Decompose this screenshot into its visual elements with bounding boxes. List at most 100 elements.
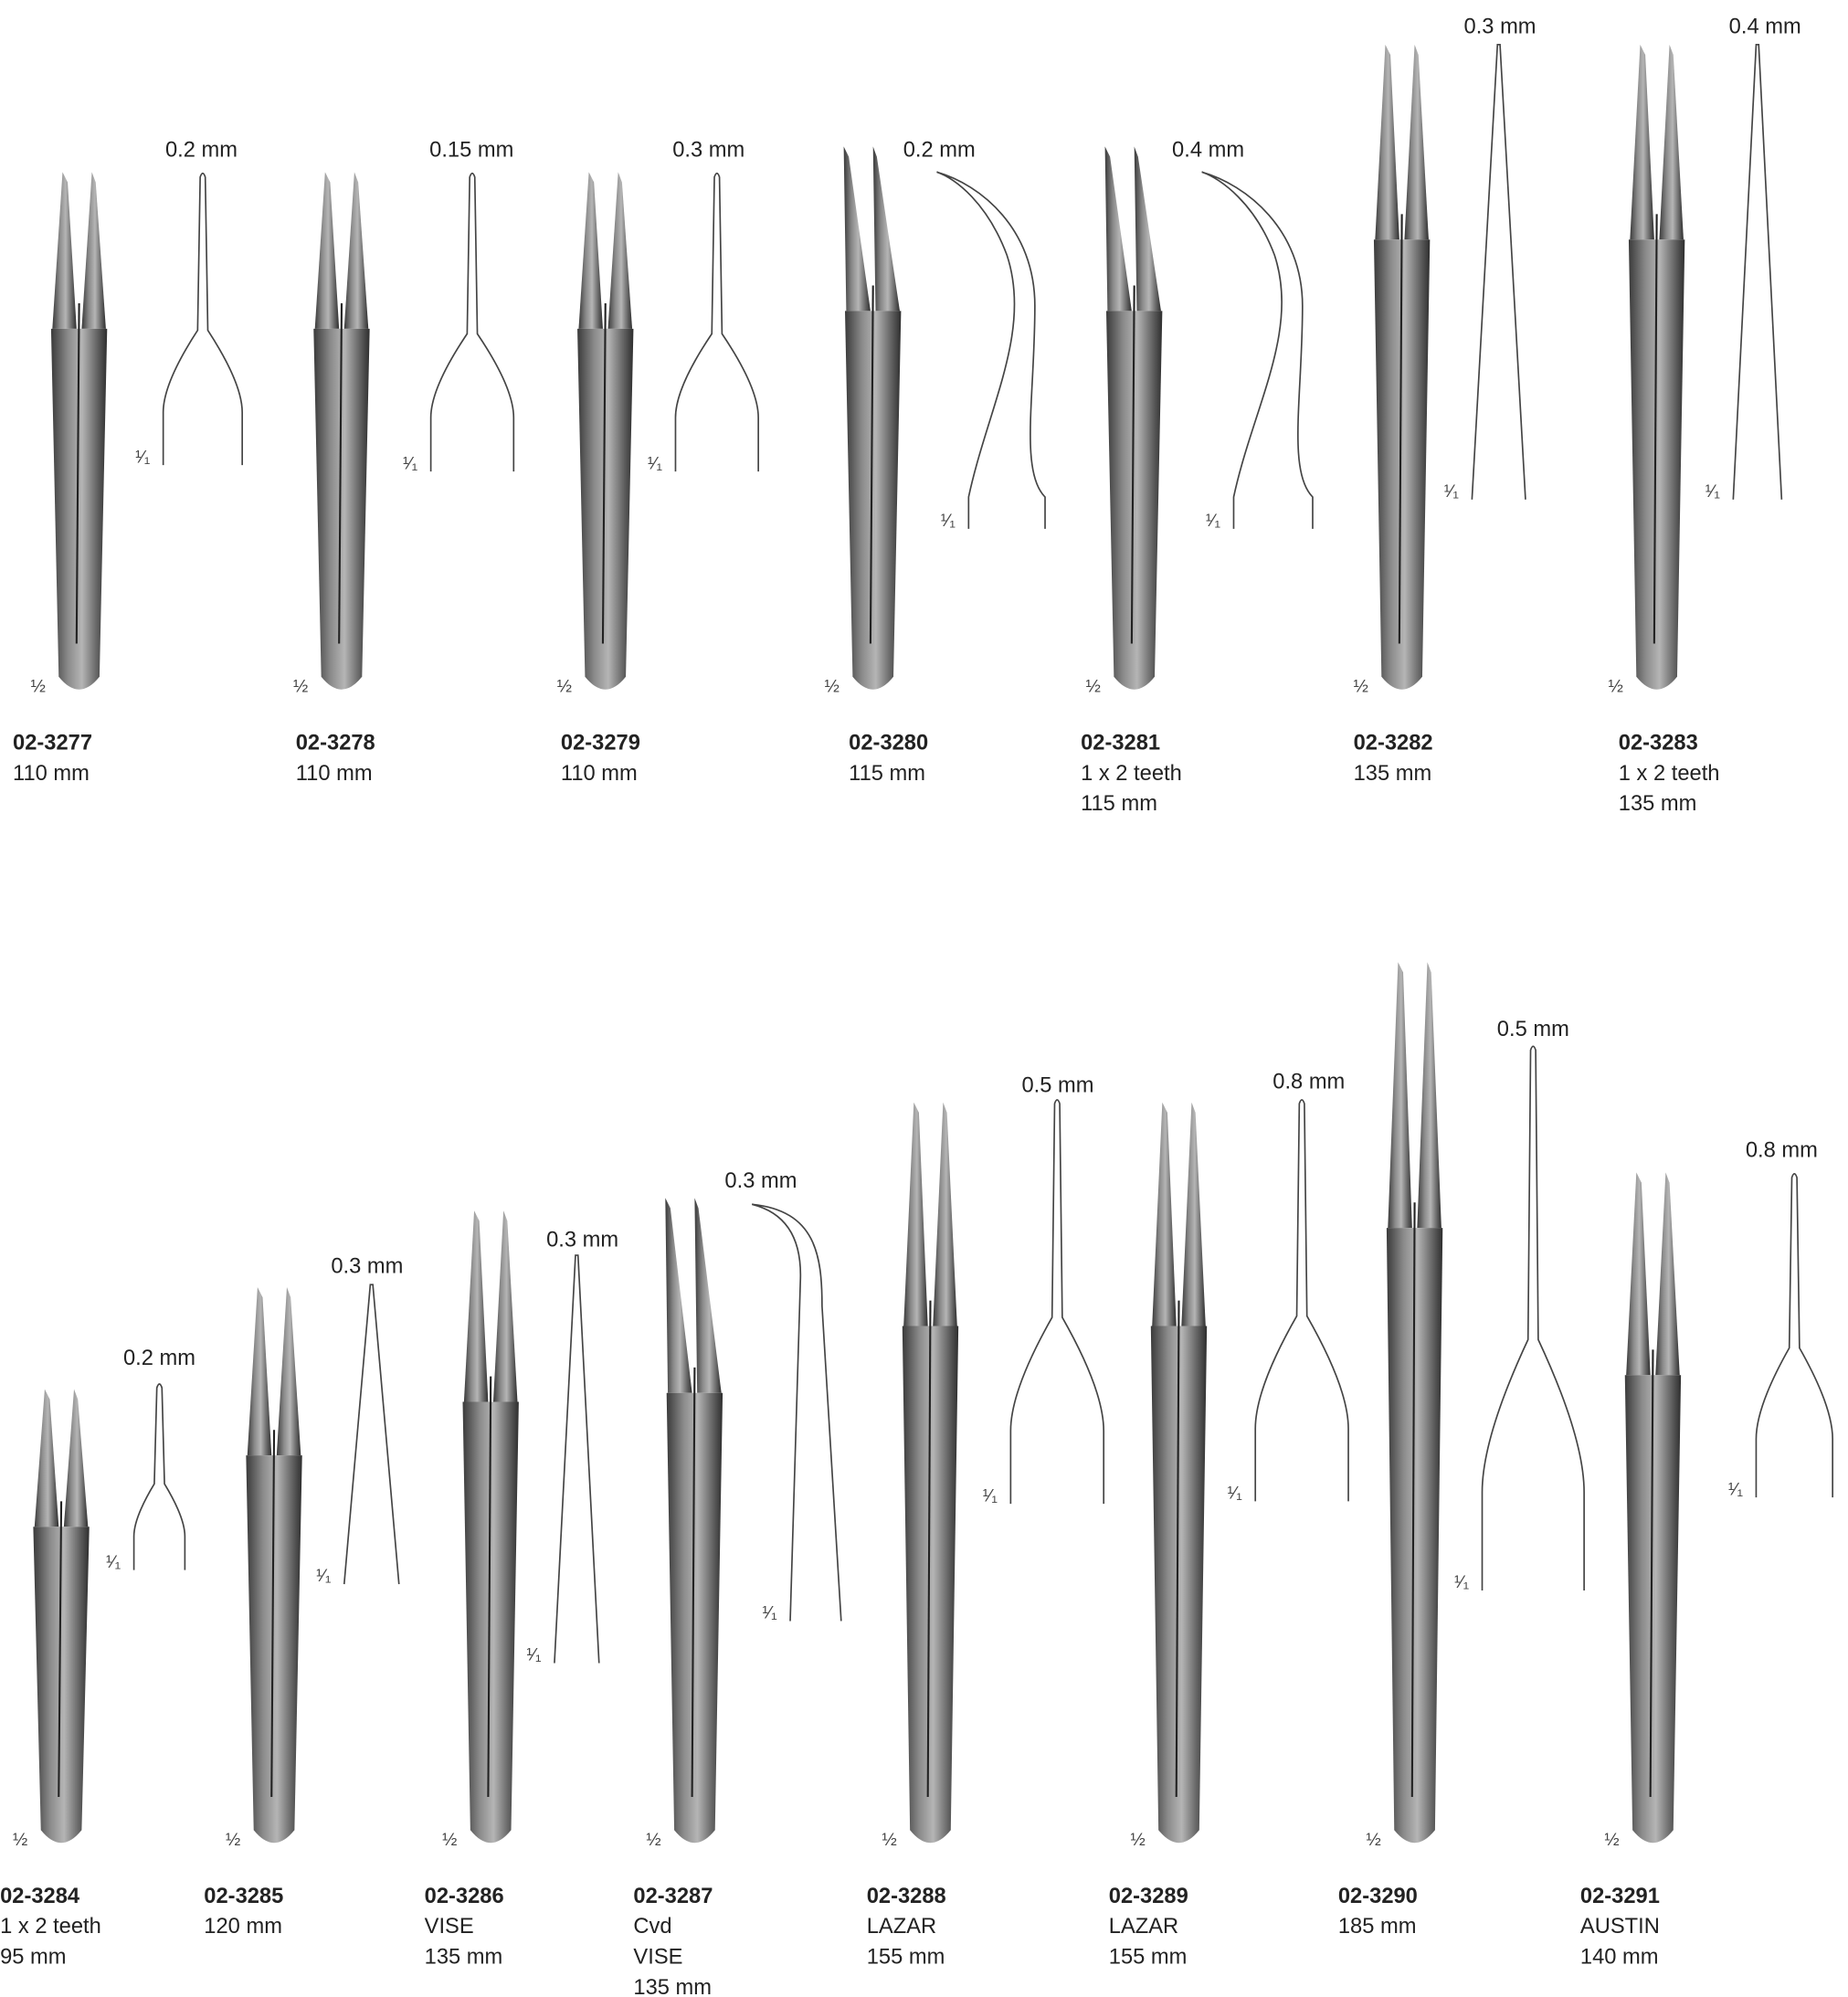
instrument-seam <box>1653 214 1658 644</box>
product-detail: 1 x 2 teeth <box>1081 762 1182 786</box>
product: 0.3 mm ½ ¹⁄₁ 02-3285 120 mm <box>204 1255 403 1939</box>
instrument-prong <box>607 172 633 329</box>
instrument-prong <box>872 146 900 312</box>
tip-outline <box>162 172 244 466</box>
product-code: 02-3281 <box>1081 731 1160 755</box>
tip-outline <box>1471 43 1526 500</box>
tip-outline <box>554 1254 600 1664</box>
instrument-prong <box>578 172 603 329</box>
scale-label: ½ <box>557 676 572 696</box>
instrument-seam <box>1649 1349 1654 1797</box>
instrument-prong <box>1104 146 1132 312</box>
tip-outline <box>429 172 515 472</box>
product: 0.5 mm ½ ¹⁄₁ 02-3288 LAZAR 155 mm <box>867 1074 1105 1970</box>
instrument-prong <box>933 1102 957 1326</box>
instrument-prong <box>463 1210 489 1402</box>
instrument-body <box>1105 311 1163 690</box>
tip-size: 0.3 mm <box>331 1255 403 1279</box>
instrument-prong <box>903 1102 928 1326</box>
instrument-seam <box>1175 1300 1180 1797</box>
scale-label: ½ <box>31 676 46 696</box>
scale-label: ½ <box>646 1830 660 1850</box>
instrument-seam <box>75 303 80 644</box>
product-code: 02-3280 <box>849 731 928 755</box>
instrument-prong <box>63 1389 89 1527</box>
instrument-seam <box>691 1367 696 1797</box>
scale-label: ¹⁄₁ <box>1728 1479 1744 1499</box>
instrument-prong <box>34 1389 59 1527</box>
instrument-body <box>462 1401 519 1844</box>
product-code: 02-3286 <box>425 1885 504 1908</box>
scale-label: ¹⁄₁ <box>1705 481 1721 502</box>
instrument-prong <box>1630 44 1654 240</box>
instrument-body <box>577 328 634 690</box>
scale-label: ½ <box>1354 676 1368 696</box>
instrument-prong <box>81 172 106 329</box>
instrument-body <box>313 328 370 690</box>
product: 0.3 mm ½ ¹⁄₁ 02-3279 110 mm <box>557 139 759 786</box>
product-detail: 120 mm <box>204 1915 282 1939</box>
instrument-seam <box>338 303 343 644</box>
product-detail: 135 mm <box>425 1946 503 1970</box>
scale-label: ½ <box>1609 676 1623 696</box>
instrument-seam <box>869 285 874 644</box>
instrument-prong <box>1134 146 1161 312</box>
scale-label: ¹⁄₁ <box>316 1566 332 1586</box>
product: 0.5 mm ½ ¹⁄₁ 02-3290 185 mm <box>1338 962 1585 1939</box>
instrument-seam <box>1398 214 1403 644</box>
instrument-body <box>1624 1375 1682 1844</box>
product-detail: VISE <box>425 1915 474 1939</box>
product: 0.3 mm ½ ¹⁄₁ 02-3287 Cvd VISE 135 mm <box>633 1169 842 1997</box>
tip-size: 0.2 mm <box>165 139 238 163</box>
scale-label: ¹⁄₁ <box>1444 481 1460 502</box>
product-detail: LAZAR <box>1109 1915 1178 1939</box>
instrument-prong <box>1375 44 1399 240</box>
instrument-prong <box>1152 1102 1177 1326</box>
product-detail: 115 mm <box>1081 792 1157 816</box>
instrument-prong <box>1655 1172 1680 1376</box>
instrument-prong <box>492 1210 518 1402</box>
instrument-prong <box>1181 1102 1206 1326</box>
scale-label: ½ <box>1367 1830 1381 1850</box>
product-detail: Cvd <box>633 1915 671 1939</box>
tip-outline <box>751 1203 842 1622</box>
product-detail: 1 x 2 teeth <box>0 1915 101 1939</box>
product-code: 02-3287 <box>633 1885 713 1908</box>
tip-size: 0.4 mm <box>1729 15 1801 38</box>
scale-label: ½ <box>825 676 840 696</box>
scale-label: ¹⁄₁ <box>762 1603 777 1623</box>
tip-size: 0.5 mm <box>1497 1018 1569 1041</box>
instrument-body <box>246 1455 302 1844</box>
tip-outline <box>132 1383 186 1570</box>
scale-label: ½ <box>442 1830 457 1850</box>
instrument-seam <box>58 1501 63 1797</box>
instrument-body <box>1386 1228 1443 1844</box>
scale-label: ¹⁄₁ <box>648 453 663 473</box>
product-code: 02-3285 <box>204 1885 283 1908</box>
instrument-body <box>33 1527 90 1844</box>
scale-label: ¹⁄₁ <box>1454 1572 1470 1592</box>
product-detail: 135 mm <box>1354 762 1432 786</box>
product-detail: 140 mm <box>1580 1946 1659 1970</box>
tip-size: 0.8 mm <box>1272 1070 1345 1094</box>
tip-outline <box>1755 1172 1833 1498</box>
product-code: 02-3291 <box>1580 1885 1660 1908</box>
product: 0.15 mm ½ ¹⁄₁ 02-3278 110 mm <box>293 139 515 786</box>
scale-label: ½ <box>1086 676 1101 696</box>
tip-size: 0.2 mm <box>123 1347 195 1370</box>
instrument-prong <box>343 172 369 329</box>
tip-size: 0.15 mm <box>429 139 513 163</box>
instrument-prong <box>1659 44 1684 240</box>
instrument-prong <box>1417 962 1441 1229</box>
scale-label: ½ <box>1130 1830 1145 1850</box>
product: 0.8 mm ½ ¹⁄₁ 02-3289 LAZAR 155 mm <box>1109 1070 1349 1970</box>
instrument-prong <box>665 1198 692 1393</box>
tip-size: 0.5 mm <box>1021 1074 1093 1098</box>
product-code: 02-3289 <box>1109 1885 1188 1908</box>
tip-outline <box>1254 1099 1349 1502</box>
instrument-seam <box>601 303 607 644</box>
product: 0.2 mm ½ ¹⁄₁ 02-3280 115 mm <box>825 139 1046 786</box>
product-code: 02-3277 <box>13 731 92 755</box>
